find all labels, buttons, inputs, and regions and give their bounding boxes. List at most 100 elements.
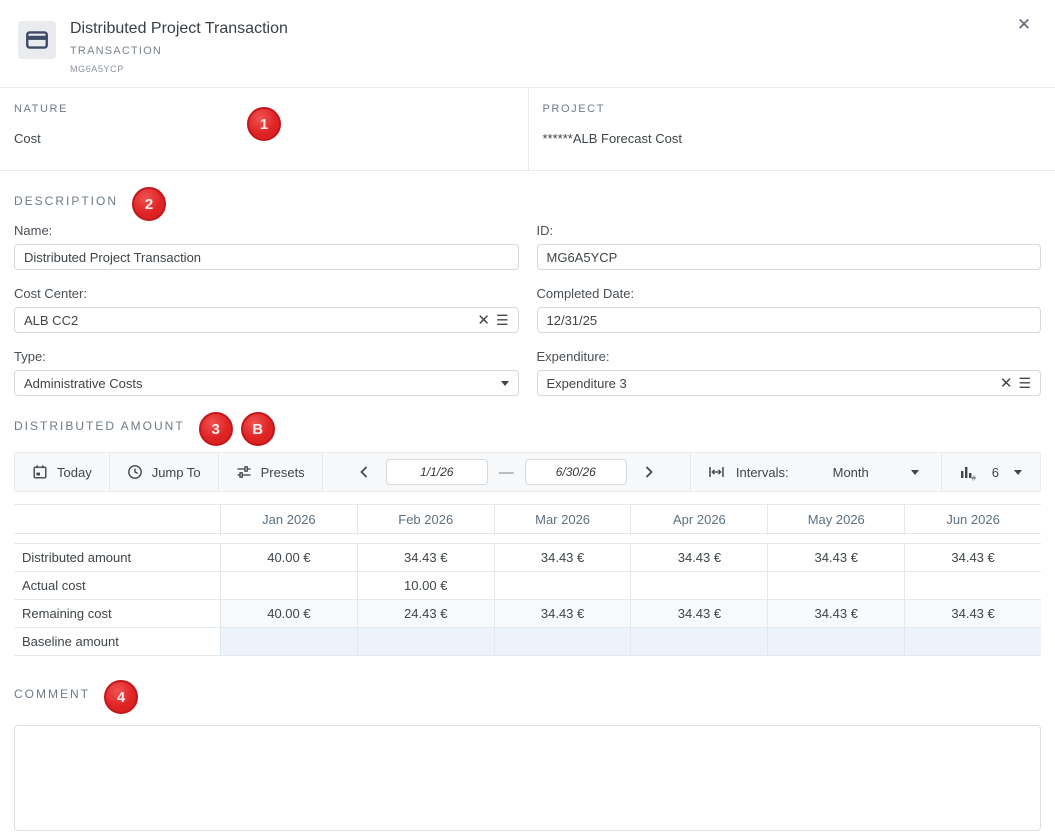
- id-input-shell: [536, 244, 1041, 270]
- date-range-group: —: [323, 453, 690, 491]
- today-button[interactable]: Today: [15, 453, 110, 491]
- amount-cell[interactable]: 34.43 €: [630, 600, 768, 627]
- distributed-amount-title: DISTRIBUTED AMOUNT: [14, 419, 185, 433]
- expenditure-clear-icon[interactable]: ✕: [999, 374, 1013, 392]
- range-end-input[interactable]: [525, 465, 626, 479]
- range-end-shell: [524, 459, 627, 485]
- columns-count-select[interactable]: # 6: [940, 453, 1040, 491]
- column-header: May 2026: [767, 505, 904, 535]
- range-start-shell: [385, 459, 488, 485]
- completed-date-field-group: Completed Date:: [536, 286, 1041, 333]
- presets-button[interactable]: Presets: [219, 453, 323, 491]
- amount-cell[interactable]: 34.43 €: [904, 544, 1041, 571]
- range-separator: —: [498, 463, 514, 481]
- chevron-down-icon: [910, 469, 919, 475]
- id-input[interactable]: [546, 249, 1031, 265]
- name-field-group: Name:: [14, 223, 519, 270]
- expenditure-label: Expenditure:: [536, 349, 610, 364]
- row-label: Baseline amount: [14, 628, 220, 655]
- column-header: Jan 2026: [220, 505, 357, 535]
- chevron-right-icon: [645, 466, 653, 478]
- cost-center-clear-icon[interactable]: ✕: [477, 311, 490, 329]
- type-label: Type:: [14, 349, 46, 364]
- expenditure-input[interactable]: [546, 375, 1000, 391]
- amount-cell[interactable]: 34.43 €: [630, 544, 767, 571]
- intervals-icon: [709, 467, 724, 477]
- next-period-button[interactable]: [638, 465, 660, 479]
- name-input-shell: [14, 244, 519, 270]
- comment-section-header: COMMENT 4: [14, 680, 1041, 716]
- table-row-distributed-amount: Distributed amount 40.00 € 34.43 € 34.43…: [14, 544, 1041, 572]
- sliders-icon: [237, 466, 251, 478]
- cost-center-picker-icon[interactable]: ☰: [495, 312, 509, 328]
- distributed-amount-section-header: DISTRIBUTED AMOUNT 3 B: [14, 412, 1041, 448]
- amount-cell[interactable]: [220, 628, 357, 655]
- column-header: Mar 2026: [493, 505, 631, 535]
- amount-cell[interactable]: 34.43 €: [767, 544, 904, 571]
- amount-cell[interactable]: 34.43 €: [904, 600, 1041, 627]
- interval-select[interactable]: Month: [833, 465, 919, 480]
- svg-text:#: #: [971, 473, 976, 481]
- annotation-badge-1: 1: [247, 107, 281, 141]
- card-icon: [26, 31, 48, 49]
- completed-date-input[interactable]: [546, 312, 1031, 328]
- amount-cell[interactable]: 34.43 €: [493, 600, 631, 627]
- amount-cell[interactable]: 34.43 €: [356, 544, 494, 571]
- completed-date-input-shell: [536, 307, 1041, 333]
- calendar-icon: [33, 465, 47, 479]
- amount-cell[interactable]: [220, 572, 357, 599]
- amount-cell[interactable]: [630, 628, 768, 655]
- cost-center-input-shell: ✕ ☰: [14, 307, 519, 333]
- amount-cell[interactable]: [767, 628, 905, 655]
- amount-cell[interactable]: 40.00 €: [220, 544, 357, 571]
- id-field-group: ID:: [536, 223, 1041, 270]
- amount-cell[interactable]: [904, 572, 1041, 599]
- row-label: Distributed amount: [14, 544, 220, 571]
- amount-cell[interactable]: 24.43 €: [356, 600, 494, 627]
- amount-cell[interactable]: 34.43 €: [493, 544, 631, 571]
- nature-label: NATURE: [14, 103, 69, 115]
- description-form: Name: ID: Cost Center: ✕ ☰ Com: [14, 223, 1041, 396]
- previous-period-button[interactable]: [353, 465, 375, 479]
- header-text-block: Distributed Project Transaction TRANSACT…: [70, 15, 288, 87]
- annotation-badge-b: B: [240, 412, 275, 446]
- range-start-input[interactable]: [386, 465, 487, 479]
- name-label: Name:: [14, 223, 53, 238]
- type-field-group: Type: Administrative Costs: [14, 349, 519, 396]
- name-input[interactable]: [24, 249, 509, 265]
- row-label: Remaining cost: [14, 600, 220, 627]
- annotation-badge-3: 3: [198, 412, 233, 446]
- amount-cell[interactable]: [630, 572, 767, 599]
- amount-cell[interactable]: [493, 572, 631, 599]
- cost-center-input[interactable]: [24, 312, 478, 328]
- amount-cell[interactable]: 34.43 €: [767, 600, 905, 627]
- jump-to-button-label: Jump To: [151, 464, 201, 480]
- type-select[interactable]: Administrative Costs: [14, 370, 519, 396]
- amount-cell[interactable]: [767, 572, 904, 599]
- expenditure-input-shell: ✕ ☰: [536, 370, 1041, 396]
- intervals-label: Intervals:: [735, 464, 789, 480]
- distribution-table-header: Jan 2026 Feb 2026 Mar 2026 Apr 2026 May …: [14, 504, 1041, 535]
- page-title: Distributed Project Transaction: [70, 20, 288, 37]
- dialog-header: Distributed Project Transaction TRANSACT…: [0, 0, 1055, 88]
- expenditure-picker-icon[interactable]: ☰: [1018, 375, 1031, 391]
- description-title: DESCRIPTION: [14, 194, 119, 208]
- column-header: Apr 2026: [630, 505, 767, 535]
- amount-cell[interactable]: [493, 628, 631, 655]
- chevron-left-icon: [360, 466, 367, 478]
- amount-cell[interactable]: [356, 628, 494, 655]
- timeline-toolbar: Today Jump To Presets: [14, 452, 1041, 492]
- amount-cell[interactable]: 10.00 €: [356, 572, 494, 599]
- record-id: MG6A5YCP: [70, 64, 124, 74]
- amount-cell[interactable]: 40.00 €: [220, 600, 357, 627]
- columns-count-value: 6: [991, 464, 999, 480]
- jump-to-button[interactable]: Jump To: [110, 453, 219, 491]
- nature-value: Cost: [14, 131, 41, 146]
- comment-textarea[interactable]: [14, 725, 1041, 831]
- amount-cell[interactable]: [904, 628, 1041, 655]
- annotation-badge-4: 4: [104, 680, 138, 714]
- close-icon[interactable]: ✕: [1016, 15, 1032, 34]
- type-value: Administrative Costs: [24, 375, 143, 391]
- column-header: Jun 2026: [904, 505, 1041, 535]
- expenditure-field-group: Expenditure: ✕ ☰: [536, 349, 1041, 396]
